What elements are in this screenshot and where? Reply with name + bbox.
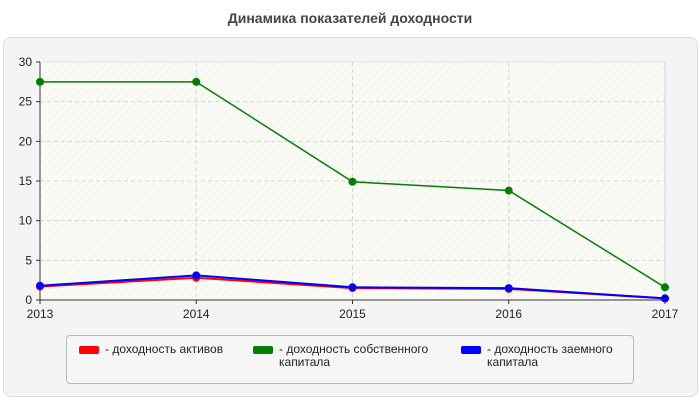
x-tick-label: 2017: [652, 307, 679, 321]
y-tick-label: 25: [19, 95, 33, 109]
y-tick-label: 15: [19, 174, 33, 188]
legend-swatch-assets: [79, 346, 99, 354]
point-borrowed: [348, 283, 357, 292]
point-borrowed: [36, 281, 44, 290]
y-tick-label: 0: [25, 293, 32, 307]
y-tick-label: 30: [19, 55, 33, 69]
point-borrowed: [192, 271, 201, 280]
chart-title: Динамика показателей доходности: [227, 10, 473, 26]
legend-label-borrowed: - доходность заемного капитала: [487, 342, 613, 369]
y-tick-label: 5: [25, 253, 32, 267]
point-equity: [192, 77, 201, 86]
point-equity: [36, 77, 44, 86]
legend-swatch-equity: [253, 346, 273, 354]
legend-label-assets: - доходность активов: [105, 342, 224, 356]
x-tick-label: 2016: [495, 307, 522, 321]
x-tick-label: 2015: [339, 307, 366, 321]
point-borrowed: [504, 284, 513, 293]
y-tick-label: 20: [19, 134, 33, 148]
legend-item-equity: - доходность собственного капитала: [253, 343, 454, 369]
point-equity: [661, 283, 669, 292]
x-tick-label: 2014: [183, 307, 210, 321]
y-tick-label: 10: [19, 214, 33, 228]
point-equity: [504, 186, 513, 195]
legend-item-assets: - доходность активов: [79, 343, 255, 356]
legend-swatch-borrowed: [461, 346, 481, 354]
legend: - доходность активов - доходность собств…: [66, 335, 634, 384]
legend-label-equity: - доходность собственного капитала: [279, 342, 429, 369]
legend-item-borrowed: - доходность заемного капитала: [461, 343, 637, 369]
x-tick-label: 2013: [27, 307, 54, 321]
point-borrowed: [661, 294, 669, 303]
point-equity: [348, 177, 357, 186]
